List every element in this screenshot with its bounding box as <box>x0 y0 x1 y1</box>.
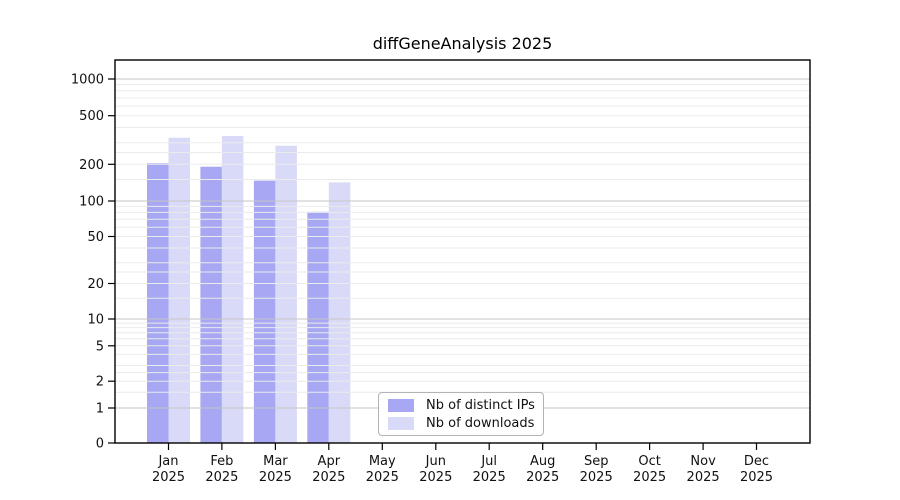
x-tick-label-year: 2025 <box>366 470 399 485</box>
legend-item-distinct-ips: Nb of distinct IPs <box>388 397 535 413</box>
y-tick-label: 5 <box>96 339 104 354</box>
x-tick-label-year: 2025 <box>633 470 666 485</box>
chart-title: diffGeneAnalysis 2025 <box>372 34 553 53</box>
x-tick-label-month: Jan <box>157 454 178 469</box>
y-tick-label: 200 <box>79 158 104 173</box>
x-tick-label-month: Mar <box>263 454 288 469</box>
y-tick-label: 1 <box>96 402 104 417</box>
y-tick-label: 50 <box>87 230 104 245</box>
bar-downloads-feb <box>221 136 244 443</box>
x-tick-label-year: 2025 <box>473 470 506 485</box>
x-tick-label-month: Nov <box>690 454 716 469</box>
x-tick-label-year: 2025 <box>259 470 292 485</box>
x-tick-label-month: Feb <box>210 454 233 469</box>
x-tick-label-month: Oct <box>638 454 660 469</box>
x-tick-label-month: Sep <box>584 454 609 469</box>
y-tick-label: 2 <box>96 375 104 390</box>
bar-distinct-ips-jan <box>147 163 169 443</box>
x-tick-label-month: Jun <box>425 454 446 469</box>
legend-swatch-downloads <box>388 416 414 430</box>
y-tick-label: 20 <box>87 277 104 292</box>
x-tick-label-year: 2025 <box>205 470 238 485</box>
axes-layer: 01251020501002005001000Jan2025Feb2025Mar… <box>71 59 811 485</box>
x-tick-label-year: 2025 <box>687 470 720 485</box>
legend-label-distinct-ips: Nb of distinct IPs <box>426 397 535 413</box>
bar-downloads-jan <box>168 137 190 443</box>
y-tick-label: 100 <box>79 195 104 210</box>
x-tick-label-year: 2025 <box>526 470 559 485</box>
bar-distinct-ips-feb <box>200 166 222 443</box>
plot-frame <box>114 59 811 444</box>
x-tick-label-year: 2025 <box>419 470 452 485</box>
x-tick-label-year: 2025 <box>580 470 613 485</box>
x-tick-label-month: Apr <box>318 454 341 469</box>
bar-downloads-mar <box>275 145 297 443</box>
y-tick-label: 0 <box>96 437 104 452</box>
bars-layer <box>147 136 351 443</box>
legend-item-downloads: Nb of downloads <box>388 416 534 431</box>
chart-legend: Nb of distinct IPs Nb of downloads <box>378 392 544 436</box>
y-tick-label: 1000 <box>71 73 104 88</box>
gridlines-layer <box>115 78 810 409</box>
x-tick-label-year: 2025 <box>152 470 185 485</box>
x-tick-label-month: Aug <box>530 454 555 469</box>
y-tick-label: 500 <box>79 109 104 124</box>
x-tick-label-month: Dec <box>744 454 769 469</box>
legend-swatch-distinct-ips <box>388 398 414 412</box>
x-tick-label-month: Jul <box>480 454 497 469</box>
bar-distinct-ips-mar <box>253 180 276 443</box>
bar-downloads-apr <box>328 182 351 443</box>
legend-label-downloads: Nb of downloads <box>426 415 535 431</box>
x-tick-label-year: 2025 <box>740 470 773 485</box>
x-tick-label-month: May <box>369 454 396 469</box>
x-tick-label-year: 2025 <box>312 470 345 485</box>
y-tick-label: 10 <box>87 313 104 328</box>
